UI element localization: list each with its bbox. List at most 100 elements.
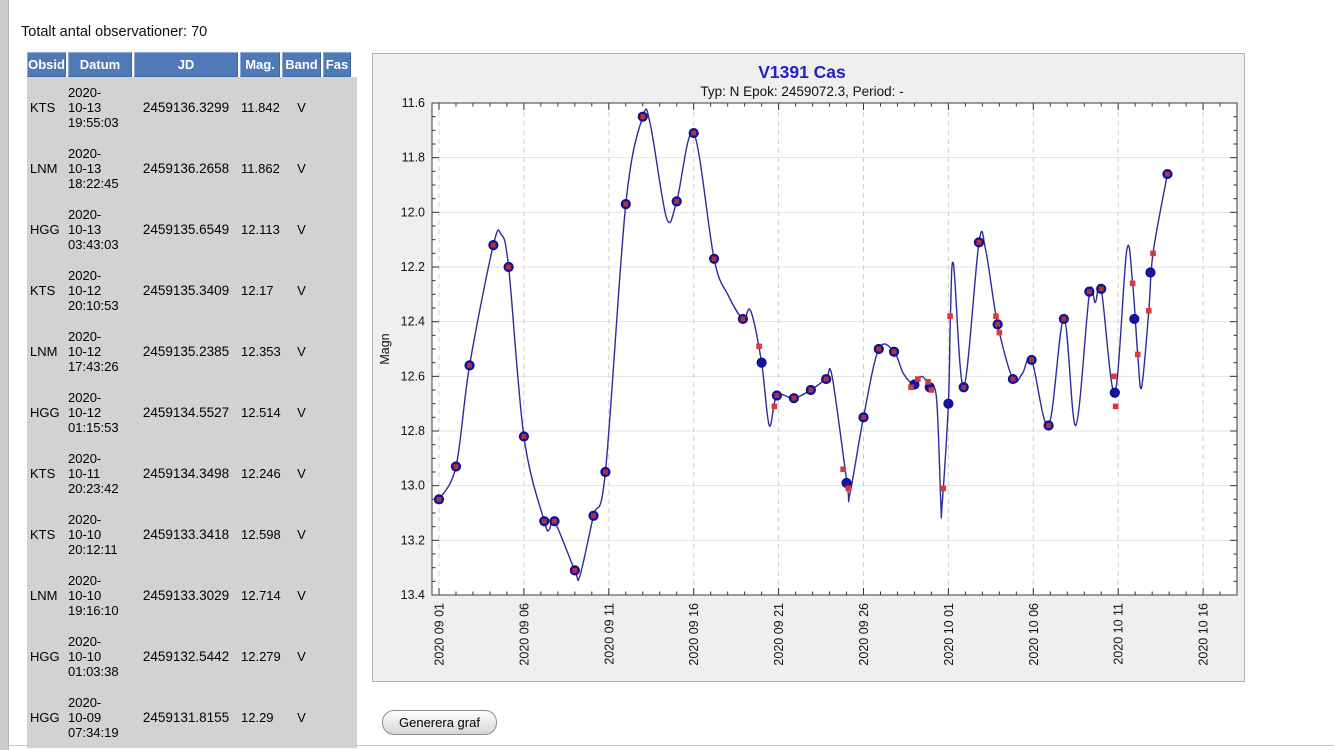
cell-mag: 12.598 xyxy=(241,527,281,542)
cell-datum: 2020- 10-12 20:10:53 xyxy=(68,268,119,313)
y-tick-label: 12.8 xyxy=(401,424,425,438)
cell-band: V xyxy=(297,710,306,725)
x-tick-label: 2020 09 26 xyxy=(857,603,871,666)
cell-jd: 2459136.2658 xyxy=(142,161,230,176)
observation-point-marker xyxy=(993,313,999,319)
y-tick-label: 11.6 xyxy=(402,96,425,110)
observation-point-marker xyxy=(1150,250,1156,257)
cell-band: V xyxy=(297,588,306,603)
table-header-row: Obsid Datum JD Mag. Band Fas xyxy=(27,52,357,77)
observation-point-marker xyxy=(976,240,982,245)
observation-point-marker xyxy=(774,393,780,398)
observation-point-marker xyxy=(961,384,967,390)
observation-point-marker xyxy=(823,376,829,382)
table-row: KTS 2020- 10-11 20:23:42 2459134.3498 12.246 V xyxy=(27,443,357,504)
cell-jd: 2459133.3418 xyxy=(142,527,230,542)
observation-point-marker xyxy=(1098,286,1104,292)
observation-point-marker xyxy=(506,264,512,270)
cell-band: V xyxy=(297,100,306,115)
cell-datum: 2020- 10-13 18:22:45 xyxy=(68,146,119,191)
column-header-jd: JD xyxy=(134,52,238,77)
table-row: HGG 2020- 10-09 07:34:19 2459131.8155 12.29 V xyxy=(27,687,357,748)
table-row: KTS 2020- 10-13 19:55:03 2459136.3299 11.842 V xyxy=(27,77,357,138)
mean-point-marker xyxy=(756,357,767,368)
cell-jd: 2459135.2385 xyxy=(142,344,230,359)
column-header-mag: Mag. xyxy=(240,52,280,77)
observation-point-marker xyxy=(467,363,472,368)
observation-point-marker xyxy=(1134,351,1141,358)
observation-point-marker xyxy=(995,322,1001,327)
observations-table: Obsid Datum JD Mag. Band Fas KTS 2020- 10-13 19:… xyxy=(27,52,357,748)
observation-point-marker xyxy=(541,518,547,524)
observation-point-marker xyxy=(925,379,931,385)
cell-obsid: LNM xyxy=(30,161,58,176)
y-tick-label: 13.0 xyxy=(401,479,425,493)
cell-band: V xyxy=(297,283,306,298)
observation-point-marker xyxy=(1010,376,1016,382)
observation-point-marker xyxy=(1111,373,1117,380)
observation-point-marker xyxy=(640,114,646,120)
column-header-fas: Fas xyxy=(323,52,351,77)
cell-mag: 12.714 xyxy=(241,588,281,603)
bottom-divider xyxy=(0,745,1334,746)
y-tick-label: 12.4 xyxy=(401,315,425,329)
chart-subtitle: Typ: N Epok: 2459072.3, Period: - xyxy=(700,84,903,99)
x-tick-label: 2020 09 21 xyxy=(772,603,786,666)
left-gutter xyxy=(0,0,9,750)
cell-datum: 2020- 10-10 01:03:38 xyxy=(68,634,119,679)
observation-point-marker xyxy=(996,329,1003,336)
cell-mag: 12.29 xyxy=(241,710,274,725)
generate-graph-button[interactable]: Generera graf xyxy=(382,710,497,735)
cell-mag: 12.279 xyxy=(241,649,281,664)
observation-point-marker xyxy=(1046,423,1051,428)
cell-band: V xyxy=(297,466,306,481)
y-tick-label: 12.0 xyxy=(401,205,425,219)
cell-datum: 2020- 10-10 20:12:11 xyxy=(68,512,118,557)
observation-point-marker xyxy=(771,403,778,410)
observation-point-marker xyxy=(756,343,762,350)
column-header-band: Band xyxy=(282,52,321,77)
observation-point-marker xyxy=(791,395,797,401)
x-tick-label: 2020 09 11 xyxy=(602,603,616,665)
table-row: HGG 2020- 10-13 03:43:03 2459135.6549 12.113 V xyxy=(27,199,357,260)
light-curve-svg: 11.6 11.8 12.0 12.2 12.4 12.6 12.8 13.0 13.2 13.4… xyxy=(372,53,1245,682)
cell-jd: 2459135.3409 xyxy=(142,283,230,298)
cell-jd: 2459134.5527 xyxy=(142,405,230,420)
mean-point-marker xyxy=(943,398,954,409)
cell-obsid: HGG xyxy=(30,649,60,664)
chart-title: V1391 Cas xyxy=(758,62,846,82)
cell-obsid: KTS xyxy=(30,527,56,542)
mean-point-marker xyxy=(1145,267,1156,278)
cell-datum: 2020- 10-13 03:43:03 xyxy=(68,207,119,252)
cell-datum: 2020- 10-12 17:43:26 xyxy=(68,329,119,374)
mean-point-marker xyxy=(1109,387,1120,398)
light-curve-line xyxy=(438,108,1169,582)
observation-point-marker xyxy=(521,434,527,439)
cell-mag: 12.246 xyxy=(241,466,281,481)
observation-point-marker xyxy=(845,485,852,492)
cell-obsid: HGG xyxy=(30,710,60,725)
x-tick-label: 2020 09 01 xyxy=(433,603,447,666)
cell-datum: 2020- 10-09 07:34:19 xyxy=(68,695,119,740)
observation-point-marker xyxy=(1129,280,1136,287)
cell-mag: 12.17 xyxy=(241,283,274,298)
observation-point-marker xyxy=(552,518,557,524)
table-row: HGG 2020- 10-10 01:03:38 2459132.5442 12.279 V xyxy=(27,626,357,687)
observation-point-marker xyxy=(1145,307,1152,314)
cell-mag: 12.514 xyxy=(241,405,281,420)
cell-band: V xyxy=(297,161,306,176)
y-axis-label: Magn xyxy=(378,333,392,364)
observation-point-marker xyxy=(940,485,947,492)
observation-point-marker xyxy=(623,201,629,207)
observation-point-marker xyxy=(436,496,442,502)
observation-point-marker xyxy=(711,256,717,262)
observation-point-marker xyxy=(861,414,866,420)
observation-point-marker xyxy=(947,313,953,319)
observation-point-marker xyxy=(908,384,914,391)
x-tick-label: 2020 09 16 xyxy=(687,603,701,666)
cell-datum: 2020- 10-11 20:23:42 xyxy=(68,451,119,496)
observation-point-marker xyxy=(891,349,897,355)
cell-jd: 2459136.3299 xyxy=(142,100,230,115)
cell-obsid: HGG xyxy=(30,222,60,237)
table-row: LNM 2020- 10-13 18:22:45 2459136.2658 11.862 V xyxy=(27,138,357,199)
